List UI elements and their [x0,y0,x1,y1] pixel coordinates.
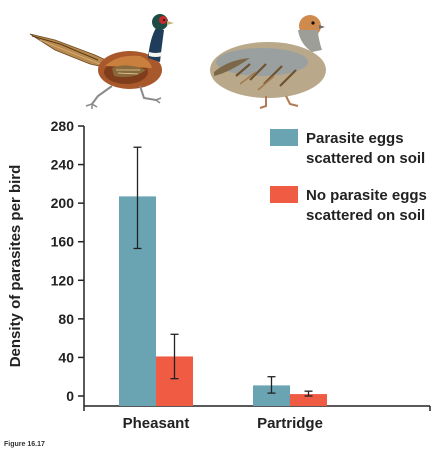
legend-swatch-parasite-eggs [270,129,298,146]
legend-label-line-1: Parasite eggs [306,130,404,147]
y-tick-label: 200 [51,195,75,211]
bar-no-parasite-eggs-partridge [290,394,327,406]
bar-parasite-eggs-partridge [253,385,290,406]
legend-label-line-1: No parasite eggs [306,187,427,204]
y-tick-label: 240 [51,157,75,173]
x-category-label: Partridge [257,415,323,432]
y-tick-label: 160 [51,234,75,250]
legend: Parasite eggs scattered on soil No paras… [270,129,427,224]
y-tick-label: 0 [66,388,74,404]
category-labels: Pheasant Partridge [123,415,323,432]
partridge-illustration [210,15,326,109]
y-tick-label: 280 [51,118,75,134]
legend-label-line-2: scattered on soil [306,207,425,224]
y-tick-label: 80 [58,311,74,327]
y-tick-label: 40 [58,349,74,365]
bars [119,196,327,406]
error-bars [133,146,313,397]
figure-caption: Figure 16.17 [4,441,45,448]
x-category-label: Pheasant [123,415,190,432]
legend-swatch-no-parasite-eggs [270,186,298,203]
legend-label-line-2: scattered on soil [306,150,425,167]
y-ticks: 0 40 80 120 160 200 240 280 [51,118,84,404]
y-axis-label: Density of parasites per bird [7,165,24,368]
pheasant-illustration [29,14,174,109]
y-tick-label: 120 [51,272,75,288]
